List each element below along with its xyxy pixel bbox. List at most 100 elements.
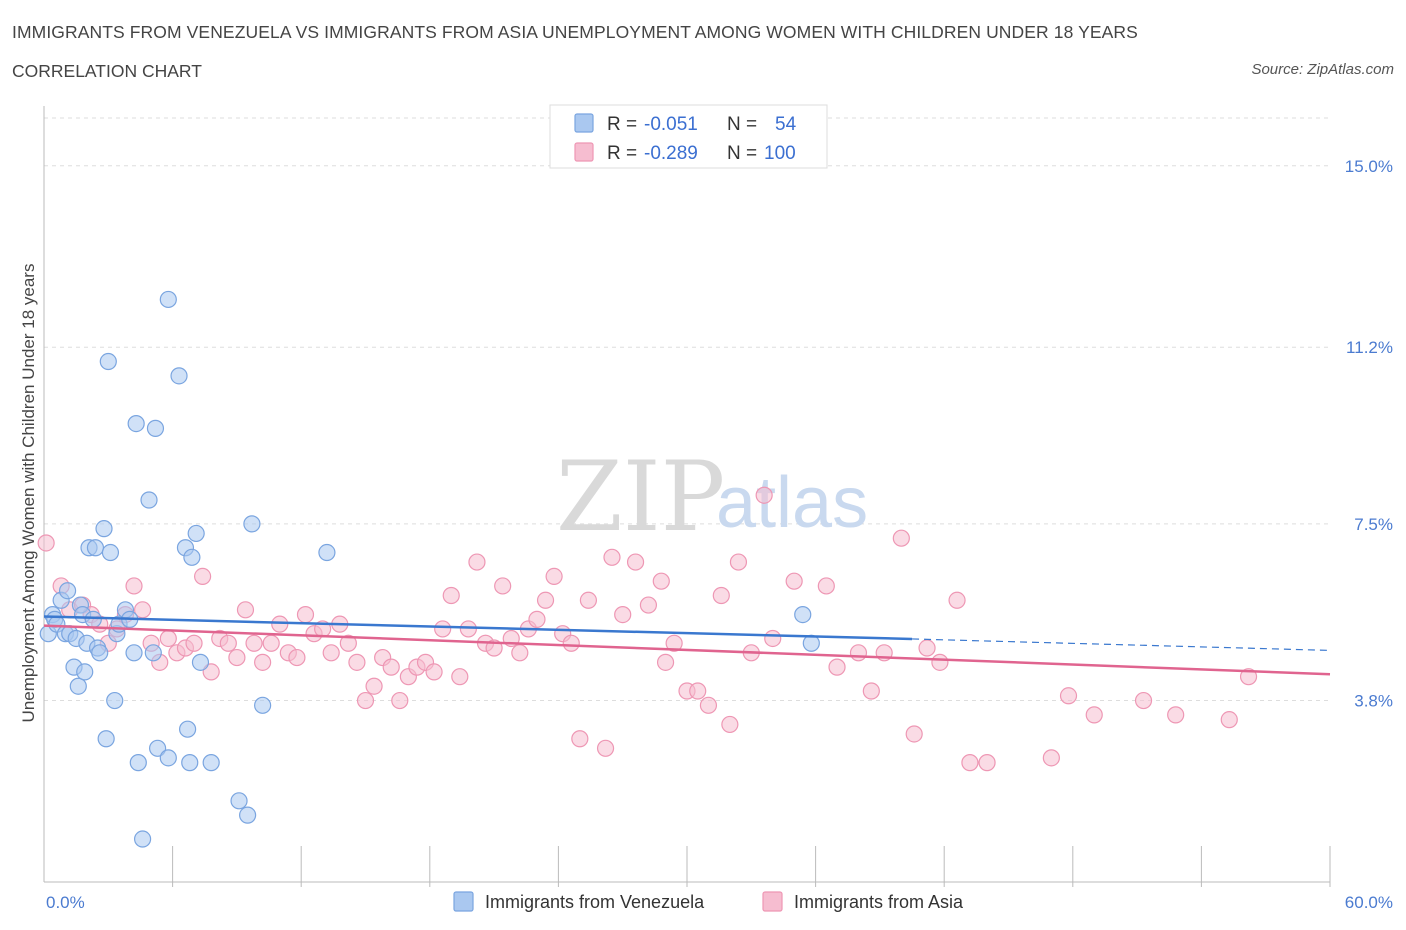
chart-subtitle: CORRELATION CHART [12,61,202,81]
point-asia-21 [228,648,246,667]
point-asia-28 [288,648,306,667]
point-asia-20 [219,634,237,652]
point-venezuela-51 [318,543,336,562]
point-venezuela-30 [127,415,145,433]
point-asia-0 [37,534,55,552]
y-tick-label-1: 7.5% [1354,515,1393,534]
series-legend-label-asia: Immigrants from Asia [794,892,964,912]
point-asia-67 [639,596,658,614]
point-asia-89 [931,653,949,671]
point-venezuela-48 [239,806,257,824]
correlation-legend: R = -0.051 N = 54 R = -0.289 N = 100 [549,104,828,169]
point-asia-66 [626,553,645,571]
point-asia-45 [434,620,452,638]
point-venezuela-35 [146,419,165,437]
point-asia-82 [828,658,846,676]
point-asia-90 [948,591,966,609]
point-venezuela-33 [140,491,158,509]
point-asia-68 [652,572,670,590]
grid [44,117,1330,702]
point-asia-91 [961,754,979,772]
legend-r-value-asia: -0.289 [644,143,698,164]
trend-line-venezuela-extension [912,638,1331,652]
point-venezuela-44 [187,524,205,543]
point-venezuela-36 [148,739,167,757]
point-asia-24 [254,653,272,671]
point-venezuela-29 [125,644,143,662]
point-asia-57 [536,591,555,609]
point-asia-23 [245,634,263,652]
point-venezuela-31 [129,754,147,772]
point-asia-87 [905,725,923,743]
point-venezuela-50 [254,696,272,714]
watermark: ZIP atlas [556,441,868,553]
point-asia-76 [729,553,748,571]
legend-n-value-asia: 100 [764,143,796,164]
point-asia-46 [442,586,460,605]
y-axis-label: Unemployment Among Women with Children U… [19,264,38,723]
point-asia-44 [425,663,443,681]
series-legend-swatch-venezuela [453,891,474,912]
point-venezuela-46 [202,754,220,772]
point-venezuela-24 [106,691,124,710]
point-asia-92 [978,754,996,772]
point-venezuela-43 [183,548,201,566]
legend-r-label-asia: R = [607,143,637,164]
series-legend-swatch-asia [762,891,783,912]
legend-swatch-asia [574,142,594,162]
point-asia-34 [339,634,357,652]
point-asia-96 [1134,691,1153,710]
point-asia-13 [159,629,177,648]
point-asia-54 [511,644,529,662]
point-asia-25 [262,634,280,652]
point-asia-73 [699,696,718,714]
data-points [37,290,1258,848]
legend-n-label-asia: N = [727,143,757,164]
point-asia-61 [571,730,589,748]
point-venezuela-21 [97,730,115,748]
point-asia-9 [125,577,143,595]
point-asia-63 [596,739,615,757]
point-asia-94 [1059,687,1078,705]
legend-n-label-venezuela: N = [727,114,757,135]
watermark-zip: ZIP [556,441,725,553]
trend-line-venezuela [43,615,913,641]
point-venezuela-38 [159,749,177,767]
point-asia-64 [603,548,621,566]
point-asia-17 [194,567,212,586]
x-tick-label-1: 60.0% [1345,893,1393,912]
point-asia-26 [271,615,289,633]
point-venezuela-22 [99,352,117,371]
point-asia-95 [1085,706,1103,724]
legend-box [549,104,828,169]
series-legend-label-venezuela: Immigrants from Venezuela [485,892,705,912]
point-venezuela-13 [76,663,94,681]
point-asia-29 [296,605,315,624]
point-venezuela-23 [101,543,120,562]
point-asia-70 [665,634,683,652]
point-asia-75 [721,715,739,734]
point-asia-49 [468,553,486,571]
point-asia-99 [1239,668,1258,686]
y-tick-label-2: 11.2% [1346,338,1393,357]
point-venezuela-37 [159,290,177,309]
point-asia-47 [451,668,469,686]
point-asia-52 [494,577,512,595]
point-venezuela-49 [243,515,261,533]
point-venezuela-32 [133,830,152,848]
y-tick-label-3: 15.0% [1345,157,1393,176]
point-venezuela-52 [794,605,812,624]
point-asia-16 [185,634,203,652]
point-asia-65 [614,605,632,624]
point-asia-60 [562,634,580,652]
point-asia-18 [202,663,220,681]
point-venezuela-10 [69,677,87,695]
point-asia-37 [365,677,383,695]
axes [43,106,1331,887]
point-asia-80 [785,572,803,590]
point-asia-88 [918,639,936,657]
point-asia-97 [1167,706,1185,724]
series-legend: Immigrants from Venezuela Immigrants fro… [453,891,964,912]
watermark-atlas: atlas [716,463,868,543]
trend-lines [43,615,1331,676]
